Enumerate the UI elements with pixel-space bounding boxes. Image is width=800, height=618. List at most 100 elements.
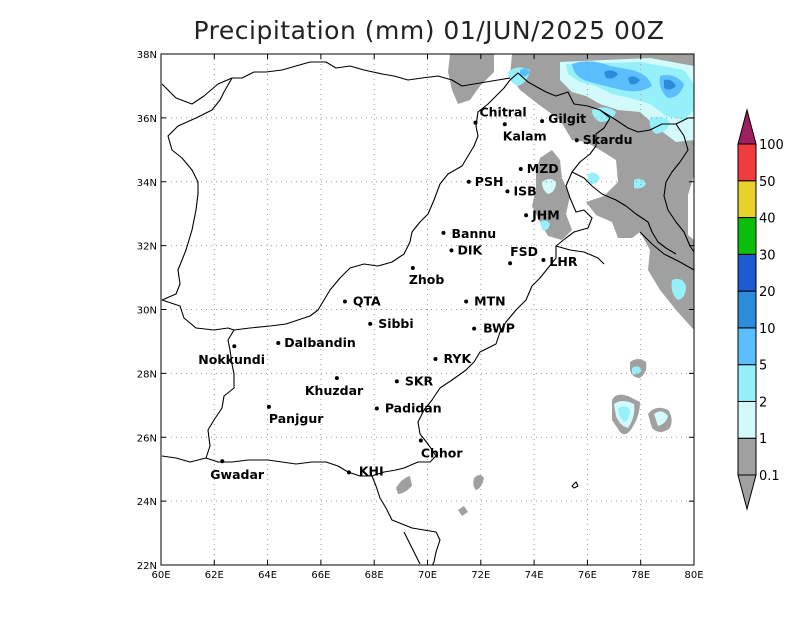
pakistan-border (205, 72, 611, 477)
city-label: DIK (457, 242, 483, 257)
legend-colorbar: 0.1 1 2 5 10 20 30 40 50 100 (737, 108, 784, 511)
city-dot (502, 122, 507, 127)
city-label: FSD (510, 244, 538, 259)
city-label: Panjgur (269, 411, 324, 426)
y-tick-label: 28N (137, 369, 157, 380)
legend-arrow-low (737, 474, 757, 511)
city-dot (540, 119, 545, 124)
legend-swatch (737, 253, 757, 292)
axis-ticks (160, 53, 695, 566)
iran-border (161, 77, 235, 331)
x-tick-label: 70E (418, 570, 437, 581)
city-label: Dalbandin (284, 335, 356, 350)
x-tick-label: 64E (258, 570, 277, 581)
city-label: MTN (474, 294, 505, 309)
legend-level-label: 40 (759, 212, 776, 227)
city-label: ISB (513, 183, 536, 198)
x-tick-label: 80E (684, 570, 703, 581)
india-gulf (403, 531, 421, 565)
precipitation-field (396, 54, 694, 516)
y-tick-label: 30N (137, 306, 157, 317)
city-dot (441, 230, 446, 235)
china-border-east (663, 123, 694, 253)
city-dot (518, 166, 523, 171)
city-label: LHR (549, 254, 577, 269)
y-tick-label: 26N (137, 433, 157, 444)
x-tick-label: 72E (471, 570, 490, 581)
city-dot (266, 404, 271, 409)
city-dot (410, 265, 415, 270)
legend-swatch (737, 437, 757, 476)
iran-coast (161, 455, 207, 463)
city-dot (276, 341, 281, 346)
legend-swatch (737, 327, 757, 366)
legend-level-label: 5 (759, 359, 767, 374)
legend-level-label: 1 (759, 432, 767, 447)
city-dot (418, 438, 423, 443)
lake-mark (571, 481, 579, 489)
legend-swatch (737, 290, 757, 329)
city-dot (232, 344, 237, 349)
city-label: KHI (359, 463, 384, 478)
india-coast (371, 475, 441, 565)
city-dot (374, 406, 379, 411)
kashmir-line (571, 171, 677, 255)
city-label: Padidan (385, 401, 442, 416)
map-gridlines (161, 54, 694, 565)
city-label: Chhor (421, 445, 464, 460)
legend-level-label: 50 (759, 175, 776, 190)
city-label: BWP (483, 321, 515, 336)
city-dot (464, 299, 469, 304)
legend-level-label: 30 (759, 248, 776, 263)
city-dot (334, 376, 339, 381)
y-tick-label: 34N (137, 178, 157, 189)
x-tick-label: 66E (311, 570, 330, 581)
city-dot (473, 120, 478, 125)
precip-area-trace (396, 54, 694, 516)
city-label: MZD (527, 161, 559, 176)
city-label: Gwadar (210, 467, 265, 482)
legend-swatch (737, 364, 757, 402)
legend-swatch (737, 180, 757, 219)
city-label: Bannu (451, 226, 496, 241)
china-border (599, 109, 694, 133)
x-tick-label: 78E (631, 570, 650, 581)
y-tick-label: 22N (137, 561, 157, 572)
x-tick-label: 62E (205, 570, 224, 581)
city-dot (541, 257, 546, 262)
legend-level-label: 0.1 (759, 469, 780, 484)
legend-level-label: 2 (759, 395, 767, 410)
city-label: Khuzdar (305, 383, 364, 398)
legend-swatch (737, 143, 757, 182)
legend-level-label: 100 (759, 138, 784, 153)
city-label: Chitral (479, 105, 526, 120)
x-tick-label: 60E (151, 570, 170, 581)
city-label: SKR (405, 373, 434, 388)
x-tick-label: 76E (578, 570, 597, 581)
x-tick-label: 74E (525, 570, 544, 581)
map-title: Precipitation (mm) 01/JUN/2025 00Z (193, 16, 665, 45)
city-dot (394, 379, 399, 384)
city-dot (433, 357, 438, 362)
y-tick-label: 38N (137, 50, 157, 61)
city-dot (505, 189, 510, 194)
legend-swatch (737, 217, 757, 255)
city-label: Skardu (583, 132, 633, 147)
city-label: Gilgit (548, 111, 586, 126)
city-label: Zhob (409, 272, 445, 287)
legend-level-label: 20 (759, 285, 776, 300)
afghanistan-border (161, 61, 511, 105)
city-dot (342, 299, 347, 304)
city-label: RYK (443, 351, 472, 366)
city-dot (466, 179, 471, 184)
legend-arrow-high (737, 108, 757, 145)
city-dot (508, 261, 513, 266)
city-dot (220, 459, 225, 464)
city-dot (449, 248, 454, 253)
y-tick-label: 32N (137, 242, 157, 253)
city-dot (368, 321, 373, 326)
city-dot (472, 326, 477, 331)
city-label: Kalam (503, 128, 547, 143)
precip-area-10mm (604, 70, 676, 90)
